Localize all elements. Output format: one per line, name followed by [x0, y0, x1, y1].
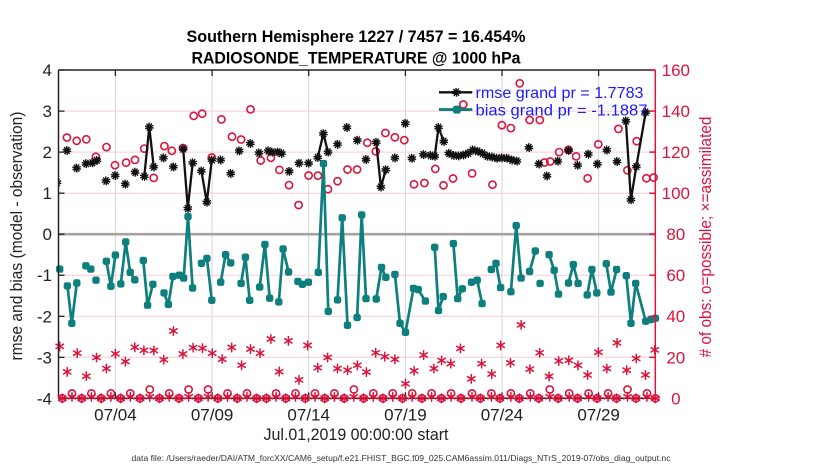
- svg-text:bias grand pr = -1.1887: bias grand pr = -1.1887: [476, 102, 648, 119]
- svg-text:-3: -3: [37, 348, 52, 367]
- svg-text:60: 60: [666, 266, 685, 285]
- svg-text:80: 80: [666, 225, 685, 244]
- svg-text:0: 0: [671, 389, 680, 408]
- svg-text:-2: -2: [37, 307, 52, 326]
- svg-text:40: 40: [666, 307, 685, 326]
- svg-text:160: 160: [662, 61, 690, 80]
- svg-text:Jul.01,2019 00:00:00 start: Jul.01,2019 00:00:00 start: [264, 425, 449, 444]
- svg-text:# of obs: o=possible; ×=assimi: # of obs: o=possible; ×=assimilated: [696, 117, 715, 358]
- svg-text:07/19: 07/19: [384, 406, 427, 425]
- svg-text:Southern Hemisphere 1227 / 745: Southern Hemisphere 1227 / 7457 = 16.454…: [187, 28, 527, 46]
- svg-text:-1: -1: [37, 266, 52, 285]
- svg-text:data file: /Users/raeder/DAI/A: data file: /Users/raeder/DAI/ATM_forcXX/…: [132, 453, 672, 463]
- svg-text:rmse and bias (model - observa: rmse and bias (model - observation): [7, 112, 26, 361]
- svg-text:100: 100: [662, 184, 690, 203]
- svg-text:0: 0: [43, 225, 52, 244]
- svg-text:RADIOSONDE_TEMPERATURE @ 1000: RADIOSONDE_TEMPERATURE @ 1000 hPa: [192, 50, 522, 68]
- svg-text:07/14: 07/14: [287, 406, 330, 425]
- svg-text:07/24: 07/24: [481, 406, 524, 425]
- svg-text:07/29: 07/29: [577, 406, 620, 425]
- svg-text:3: 3: [43, 102, 52, 121]
- svg-text:2: 2: [43, 143, 52, 162]
- svg-text:120: 120: [662, 143, 690, 162]
- svg-text:20: 20: [666, 348, 685, 367]
- svg-text:-4: -4: [37, 389, 52, 408]
- svg-text:rmse grand pr = 1.7783: rmse grand pr = 1.7783: [476, 85, 644, 102]
- svg-text:1: 1: [43, 184, 52, 203]
- svg-text:140: 140: [662, 102, 690, 121]
- svg-text:07/04: 07/04: [94, 406, 137, 425]
- svg-text:07/09: 07/09: [191, 406, 234, 425]
- svg-text:4: 4: [43, 61, 52, 80]
